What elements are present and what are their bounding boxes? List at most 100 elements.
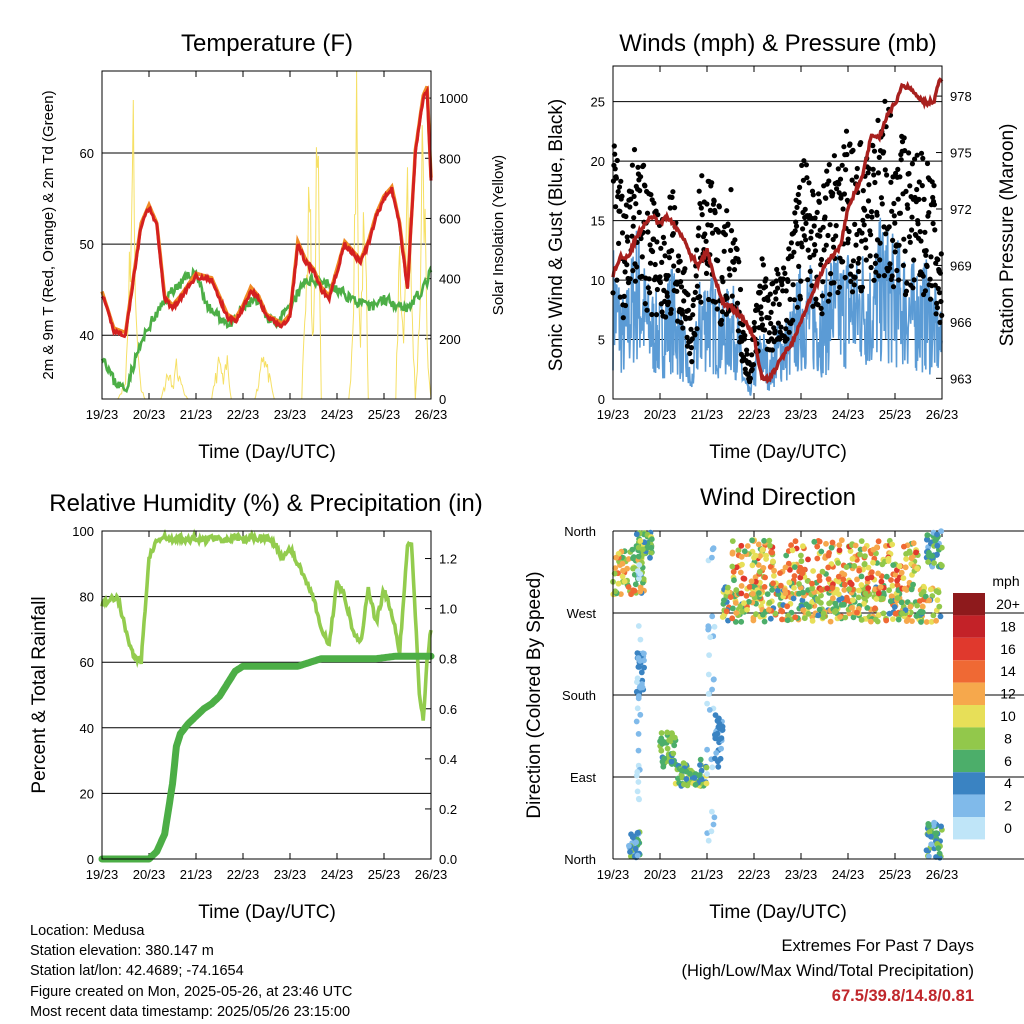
direction-point: [938, 544, 945, 551]
gust-point: [914, 186, 920, 193]
direction-point: [938, 823, 944, 830]
gust-point: [654, 286, 661, 293]
direction-point: [648, 536, 655, 543]
direction-point: [800, 543, 806, 550]
gust-point: [616, 240, 622, 246]
gust-point: [735, 328, 742, 334]
gust-point: [895, 196, 901, 202]
gust-point: [702, 231, 708, 237]
gust-point: [668, 307, 674, 313]
wind-right-tick-label: 975: [950, 146, 972, 161]
direction-point: [936, 850, 943, 857]
direction-point: [749, 537, 755, 544]
gust-point: [648, 192, 654, 198]
colorbar-label: 2: [1004, 798, 1012, 814]
gust-point: [772, 328, 778, 334]
gust-point: [855, 260, 861, 266]
direction-point: [927, 586, 934, 593]
gust-point: [631, 215, 637, 221]
rh-x-tick-label: 26/23: [415, 867, 448, 882]
gust-point: [614, 157, 620, 164]
gust-point: [696, 188, 702, 194]
direction-point: [716, 715, 722, 722]
direction-point: [635, 544, 642, 551]
direction-point: [637, 584, 644, 591]
gust-point: [937, 290, 943, 296]
gust-point: [740, 322, 746, 328]
gust-point: [818, 256, 825, 263]
direction-point: [723, 608, 730, 615]
gust-point: [799, 162, 805, 168]
winds-right-axis-label: Station Pressure (Maroon): [997, 124, 1018, 347]
gust-point: [690, 302, 696, 309]
direction-point: [877, 584, 884, 590]
gust-point: [851, 282, 857, 288]
direction-point: [933, 854, 939, 860]
gust-point: [819, 293, 826, 299]
gust-point: [769, 347, 776, 353]
direction-point: [913, 549, 919, 556]
rh-x-tick-label: 24/23: [321, 867, 354, 882]
dir-x-tick-label: 22/23: [738, 867, 771, 882]
direction-point: [619, 560, 626, 567]
wind-right-tick-label: 963: [950, 371, 972, 386]
gust-point: [849, 289, 856, 295]
direction-point: [934, 551, 940, 558]
gust-point: [694, 247, 700, 253]
direction-point: [634, 705, 641, 712]
direction-point: [719, 614, 726, 620]
gust-point: [831, 153, 838, 159]
gust-point: [881, 149, 887, 155]
gust-point: [812, 215, 818, 221]
gust-point: [887, 265, 893, 271]
direction-point: [675, 775, 681, 782]
gust-point: [930, 220, 936, 227]
gust-point: [871, 172, 877, 178]
gust-point: [837, 176, 844, 182]
direction-point: [883, 617, 890, 624]
gust-point: [916, 196, 922, 202]
gust-point: [872, 179, 878, 186]
gust-point: [659, 309, 665, 315]
direction-point: [920, 588, 927, 595]
extremes-values: 67.5/39.8/14.8/0.81: [831, 987, 974, 1005]
wind-x-tick-label: 24/23: [832, 407, 865, 422]
dir-x-tick-label: 25/23: [879, 867, 912, 882]
gust-point: [696, 225, 702, 231]
gust-point: [835, 289, 841, 296]
gust-point: [934, 300, 940, 306]
direction-point: [632, 581, 639, 588]
gust-point: [906, 150, 912, 156]
direction-point: [744, 606, 750, 613]
direction-point: [880, 590, 887, 596]
gust-point: [780, 276, 786, 282]
gust-point: [849, 177, 855, 183]
direction-point: [832, 600, 839, 607]
gust-point: [911, 277, 917, 283]
direction-point: [847, 579, 854, 586]
direction-point: [836, 547, 843, 554]
direction-point: [715, 758, 721, 765]
direction-point: [843, 564, 850, 570]
direction-point: [896, 563, 903, 570]
direction-point: [737, 569, 744, 576]
direction-point: [629, 546, 636, 553]
gust-point: [932, 227, 938, 233]
gust-point: [704, 201, 710, 207]
direction-point: [704, 746, 710, 753]
direction-point: [648, 544, 655, 551]
rh-x-tick-label: 22/23: [227, 867, 260, 882]
gust-point: [612, 166, 618, 172]
direction-point: [767, 542, 773, 549]
rh-right-tick-label: 0.4: [439, 752, 457, 767]
gust-point: [887, 261, 893, 267]
direction-point: [873, 596, 880, 602]
gust-point: [926, 210, 932, 216]
gust-point: [694, 283, 701, 289]
direction-point: [712, 731, 718, 738]
gust-point: [772, 289, 779, 295]
direction-point: [715, 763, 722, 770]
direction-point: [852, 542, 859, 549]
gust-point: [747, 375, 754, 382]
gust-point: [856, 255, 862, 262]
